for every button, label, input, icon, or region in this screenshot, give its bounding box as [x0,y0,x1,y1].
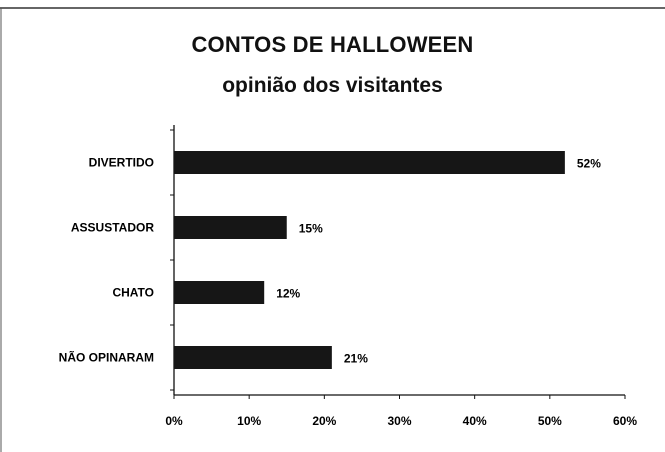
bar [174,151,565,174]
category-label: ASSUSTADOR [71,221,154,235]
x-tick-label: 20% [312,414,336,428]
value-label: 21% [344,352,368,366]
x-tick-label: 10% [237,414,261,428]
bar [174,281,265,304]
value-label: 15% [299,222,323,236]
x-tick-label: 50% [538,414,562,428]
chart-title: CONTOS DE HALLOWEEN [191,32,474,57]
value-label: 12% [276,287,300,301]
value-label: 52% [577,157,601,171]
chart-subtitle: opinião dos visitantes [222,74,443,97]
plot-area: 0% 10% 20% 30% 40% 50% 60% DIVERTIDO 52% ASSUSTAD… [59,125,637,428]
x-tick-label: 60% [613,414,637,428]
category-label: NÃO OPINARAM [59,350,154,365]
x-tick-label: 40% [463,414,487,428]
category-label: CHATO [112,286,154,300]
bar [174,346,332,369]
bar [174,216,287,239]
x-tick-label: 30% [387,414,411,428]
category-label: DIVERTIDO [89,156,154,170]
x-tick-label: 0% [165,414,183,428]
